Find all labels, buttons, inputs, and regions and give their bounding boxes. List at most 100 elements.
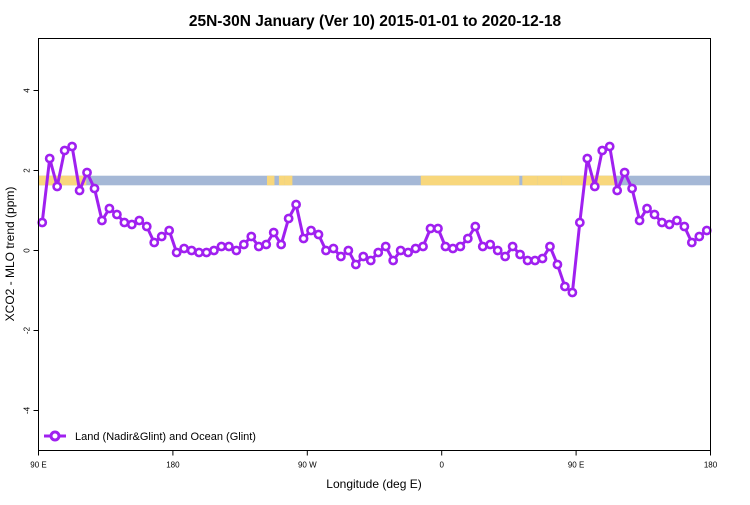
data-point <box>649 209 660 220</box>
x-tick-label: 180 <box>166 461 180 470</box>
data-point <box>298 233 309 244</box>
data-point <box>328 243 339 254</box>
data-point <box>186 245 197 256</box>
data-point <box>321 245 331 256</box>
data-point <box>171 247 182 258</box>
data-point <box>194 247 204 258</box>
data-point <box>485 239 496 250</box>
land-band-segment <box>284 175 293 186</box>
data-point <box>89 183 100 194</box>
data-point <box>335 251 346 262</box>
data-point <box>537 253 548 264</box>
data-point <box>612 185 623 196</box>
data-point <box>552 259 563 270</box>
data-point <box>201 247 212 258</box>
y-tick-label: 2 <box>23 168 32 173</box>
data-point <box>515 249 525 260</box>
data-point <box>74 185 85 196</box>
x-tick-label: 90 E <box>568 461 584 470</box>
x-tick-label: 90 W <box>298 461 317 470</box>
data-point <box>104 203 115 214</box>
data-point <box>664 219 675 230</box>
data-point <box>604 141 615 152</box>
land-band-segment <box>522 175 538 186</box>
land-ocean-band <box>38 175 711 186</box>
data-point <box>253 241 264 252</box>
data-point <box>261 239 272 250</box>
data-point <box>500 251 511 262</box>
data-point <box>291 199 301 210</box>
data-point <box>657 217 667 228</box>
data-point <box>350 259 361 270</box>
data-point <box>492 245 503 256</box>
data-point <box>373 247 384 258</box>
data-point <box>343 245 354 256</box>
data-point <box>410 243 421 254</box>
data-point <box>560 281 570 292</box>
data-point <box>52 181 63 192</box>
land-band-segment <box>561 175 617 186</box>
data-point <box>59 145 70 156</box>
axes: 90 E 180 90 W 0 90 E 180 -4 -2 0 2 4 <box>23 88 718 470</box>
legend-marker-swatch <box>49 430 61 442</box>
chart-title: 25N-30N January (Ver 10) 2015-01-01 to 2… <box>189 13 562 30</box>
x-tick-label: 180 <box>704 461 718 470</box>
data-point <box>268 227 279 238</box>
data-point <box>44 153 55 164</box>
land-band-segment <box>266 175 275 186</box>
x-tick-label: 90 E <box>30 461 46 470</box>
data-point <box>112 209 122 220</box>
y-tick-label: -2 <box>23 326 32 334</box>
legend-label: Land (Nadir&Glint) and Ocean (Glint) <box>75 431 256 443</box>
data-point <box>522 255 533 266</box>
x-tick-label: 0 <box>439 461 444 470</box>
data-point <box>403 247 413 258</box>
data-point <box>470 221 481 232</box>
data-point <box>507 241 518 252</box>
data-point <box>283 213 294 224</box>
data-point <box>126 219 137 230</box>
data-point <box>433 223 443 234</box>
data-point <box>530 255 540 266</box>
data-point <box>134 215 145 226</box>
land-band-segment <box>278 175 285 186</box>
data-point <box>141 221 152 232</box>
data-point <box>82 167 92 178</box>
data-point <box>574 217 585 228</box>
data-point <box>246 231 257 242</box>
data-point <box>701 225 712 236</box>
data-point <box>149 237 160 248</box>
data-point <box>672 215 682 226</box>
data-point <box>164 225 175 236</box>
data-point <box>223 241 234 252</box>
data-point <box>365 255 376 266</box>
data-point <box>67 141 77 152</box>
data-point <box>447 243 458 254</box>
data-point <box>440 241 451 252</box>
data-point <box>276 239 287 250</box>
data-point <box>455 241 466 252</box>
data-point <box>358 251 369 262</box>
y-tick-label: 0 <box>23 248 32 253</box>
data-point <box>589 181 600 192</box>
data-point <box>619 167 630 178</box>
legend: Land (Nadir&Glint) and Ocean (Glint) <box>44 430 256 443</box>
data-point <box>462 233 473 244</box>
data-point <box>388 255 399 266</box>
data-point <box>642 203 652 214</box>
data-point <box>477 241 488 252</box>
data-point <box>425 223 436 234</box>
data-point <box>37 217 48 228</box>
data-point <box>694 231 705 242</box>
data-point <box>395 245 406 256</box>
data-point <box>313 229 324 240</box>
data-point <box>597 145 608 156</box>
data-point <box>231 245 242 256</box>
series-layer <box>37 141 712 298</box>
data-point <box>567 287 578 298</box>
land-band-segment <box>38 175 87 186</box>
data-point <box>634 215 645 226</box>
x-axis-label: Longitude (deg E) <box>326 477 421 491</box>
